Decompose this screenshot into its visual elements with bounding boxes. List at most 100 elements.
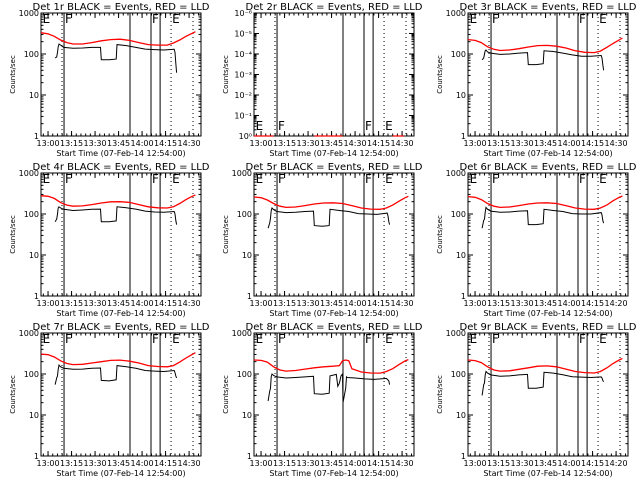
x-tick-label: 14:30 <box>178 299 201 308</box>
x-tick-label: 13:30 <box>511 459 534 468</box>
events-series-line <box>267 372 391 403</box>
x-tick-label: 13:15 <box>273 139 296 148</box>
events-series-line <box>481 206 605 229</box>
x-tick-label: 14:30 <box>391 459 414 468</box>
panel-title: Det 3r BLACK = Events, RED = LLD <box>460 2 637 13</box>
x-tick-label: 14:15 <box>154 139 177 148</box>
panel-title: Det 8r BLACK = Events, RED = LLD <box>246 322 423 333</box>
panel-title: Det 5r BLACK = Events, RED = LLD <box>246 162 423 173</box>
y-tick-label: 10⁻⁵ <box>234 30 252 39</box>
x-tick-label: 14:15 <box>154 459 177 468</box>
plot-frame <box>253 172 415 297</box>
x-tick-label: 13:45 <box>320 299 343 308</box>
y-axis-label: Counts/sec <box>436 375 444 414</box>
marker-label: F <box>65 172 72 186</box>
x-tick-label: 13:00 <box>250 459 273 468</box>
x-tick-label: 13:00 <box>37 299 60 308</box>
marker-label: E <box>385 172 393 186</box>
x-tick-label: 13:45 <box>534 139 557 148</box>
x-axis-label: Start Time (07-Feb-14 12:54:00) <box>269 309 398 318</box>
marker-label: E <box>470 172 478 186</box>
y-tick-label: 10 <box>242 251 252 260</box>
y-tick-label: 100 <box>451 370 466 379</box>
y-tick-label: 1000 <box>19 9 39 18</box>
y-tick-label: 10 <box>456 251 466 260</box>
lld-series-line <box>253 195 409 210</box>
marker-label: F <box>365 172 372 186</box>
plot-frame <box>40 12 202 137</box>
marker-label: F <box>65 12 72 26</box>
y-tick-label: 100 <box>451 210 466 219</box>
x-axis-label: Start Time (07-Feb-14 12:54:00) <box>483 469 612 478</box>
events-series-line <box>481 49 605 71</box>
marker-label: F <box>579 332 586 346</box>
x-tick-label: 14:00 <box>344 299 367 308</box>
marker-label: F <box>579 12 586 26</box>
x-tick-label: 13:30 <box>297 299 320 308</box>
x-tick-label: 13:30 <box>297 139 320 148</box>
y-tick-label: 1 <box>34 292 39 301</box>
plot-frame <box>467 172 629 297</box>
detector-panel: Det 8r BLACK = Events, RED = LLD 1 10 100 10… <box>222 322 423 478</box>
detector-panel: Det 4r BLACK = Events, RED = LLD 1 10 100 10… <box>9 162 210 318</box>
panel-title: Det 4r BLACK = Events, RED = LLD <box>33 162 210 173</box>
y-tick-label: 10 <box>456 411 466 420</box>
x-tick-label: 14:00 <box>558 139 581 148</box>
y-tick-label: 1 <box>247 452 252 461</box>
y-axis-label: Counts/sec <box>436 215 444 254</box>
events-series-line <box>54 43 178 73</box>
x-tick-label: 14:20 <box>605 299 628 308</box>
lld-series-line <box>467 37 623 54</box>
x-tick-label: 13:45 <box>107 139 130 148</box>
detector-panel: Det 2r BLACK = Events, RED = LLD 10⁰ 10⁻¹ 1… <box>222 2 423 158</box>
marker-label: F <box>152 332 159 346</box>
x-tick-label: 13:15 <box>60 299 83 308</box>
detector-panel: Det 6r BLACK = Events, RED = LLD 1 10 100 10… <box>436 162 637 318</box>
lld-series-line <box>467 357 623 374</box>
events-series-line <box>54 364 178 385</box>
y-tick-label: 100 <box>24 210 39 219</box>
x-tick-label: 14:15 <box>581 139 604 148</box>
x-tick-label: 13:15 <box>60 139 83 148</box>
y-axis-label: Counts/sec <box>9 55 17 94</box>
marker-label: E <box>599 172 607 186</box>
detector-panel: Det 7r BLACK = Events, RED = LLD 1 10 100 10… <box>9 322 210 478</box>
marker-label: F <box>492 172 499 186</box>
x-tick-label: 14:30 <box>605 139 628 148</box>
panel-title: Det 9r BLACK = Events, RED = LLD <box>460 322 637 333</box>
detector-panel: Det 9r BLACK = Events, RED = LLD 1 10 100 10… <box>436 322 637 478</box>
x-tick-label: 13:15 <box>487 139 510 148</box>
events-series-line <box>481 370 605 396</box>
x-tick-label: 13:30 <box>84 459 107 468</box>
y-tick-label: 10⁻¹ <box>234 112 252 121</box>
x-tick-label: 13:00 <box>464 459 487 468</box>
x-tick-label: 13:00 <box>37 139 60 148</box>
y-axis-label: Counts/sec <box>222 375 230 414</box>
x-tick-label: 13:00 <box>464 299 487 308</box>
lld-series-line <box>40 194 196 209</box>
detector-panel: Det 3r BLACK = Events, RED = LLD 1 10 100 10… <box>436 2 637 158</box>
x-tick-label: 13:45 <box>320 459 343 468</box>
x-axis-label: Start Time (07-Feb-14 12:54:00) <box>56 469 185 478</box>
y-tick-label: 1000 <box>19 329 39 338</box>
marker-label: F <box>278 332 285 346</box>
marker-label: F <box>152 12 159 26</box>
x-tick-label: 13:30 <box>84 139 107 148</box>
x-tick-label: 14:30 <box>344 139 367 148</box>
y-tick-label: 100 <box>451 50 466 59</box>
x-tick-label: 13:00 <box>250 299 273 308</box>
marker-label: F <box>278 119 285 133</box>
y-tick-label: 1000 <box>19 169 39 178</box>
x-tick-label: 14:15 <box>581 299 604 308</box>
y-tick-label: 10 <box>242 411 252 420</box>
marker-label: E <box>256 172 264 186</box>
y-tick-label: 1 <box>461 132 466 141</box>
x-axis-label: Start Time (07-Feb-14 12:54:00) <box>269 149 398 158</box>
x-tick-label: 14:00 <box>558 459 581 468</box>
y-tick-label: 10 <box>29 91 39 100</box>
lld-series-line <box>40 352 196 368</box>
x-tick-label: 13:45 <box>107 299 130 308</box>
y-tick-label: 1000 <box>232 169 252 178</box>
x-tick-label: 13:15 <box>60 459 83 468</box>
